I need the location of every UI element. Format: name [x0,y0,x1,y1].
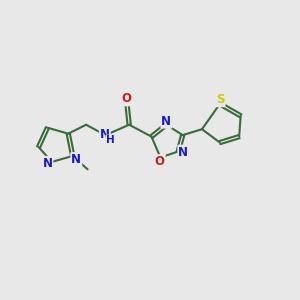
Text: O: O [155,155,165,168]
Text: O: O [122,92,132,105]
Text: N: N [100,128,110,141]
Text: N: N [178,146,188,159]
Text: N: N [43,157,52,170]
Text: N: N [71,153,81,166]
Text: S: S [216,93,225,106]
Text: H: H [106,136,115,146]
Text: N: N [161,115,171,128]
